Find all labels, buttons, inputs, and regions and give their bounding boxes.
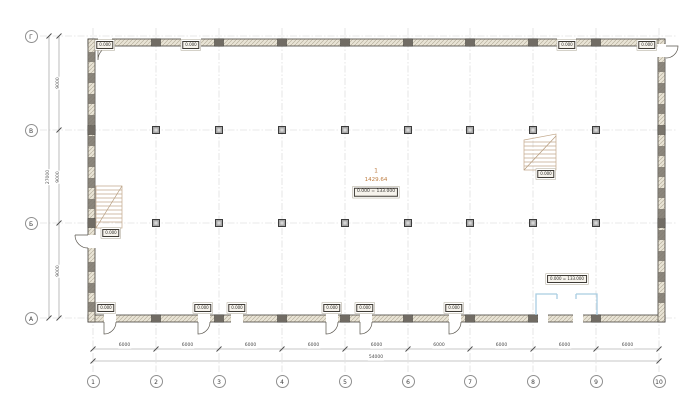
- dim-bay-bottom: 6000: [557, 342, 572, 349]
- elevation-marker[interactable]: 0.000: [182, 40, 200, 49]
- dim-total-bottom: 54000: [367, 354, 385, 361]
- dim-total-left: 27000: [45, 168, 52, 186]
- column-markers: [152, 126, 600, 227]
- grid-lines: [40, 28, 676, 372]
- dimension-ticks: [46, 33, 662, 364]
- elevation-marker[interactable]: 0.000: [97, 304, 115, 312]
- grid-bubble-column-1[interactable]: 1: [86, 374, 100, 388]
- grid-bubble-row-В[interactable]: В: [24, 123, 38, 137]
- grid-bubble-row-Г[interactable]: Г: [24, 29, 38, 43]
- room-tag-level[interactable]: 0.000 = 133.000: [353, 187, 399, 197]
- elevation-marker[interactable]: 0.000: [558, 40, 576, 49]
- dim-bay-bottom: 6000: [369, 342, 384, 349]
- dim-bay-left: 9000: [55, 76, 62, 90]
- dim-bay-bottom: 6000: [306, 342, 321, 349]
- dim-bay-bottom: 6000: [117, 342, 132, 349]
- grid-bubble-column-4[interactable]: 4: [275, 374, 289, 388]
- door-swings: [74, 45, 679, 335]
- grid-bubble-row-Б[interactable]: Б: [24, 216, 38, 230]
- window-spandrels: [88, 52, 665, 312]
- vestibule-outline[interactable]: [535, 293, 598, 315]
- dim-bay-bottom: 6000: [243, 342, 258, 349]
- elevation-marker[interactable]: 0.000: [102, 229, 120, 237]
- elevation-marker[interactable]: 0.000: [96, 40, 114, 49]
- grid-bubble-row-А[interactable]: А: [24, 311, 38, 325]
- dim-bay-left: 9000: [55, 263, 62, 278]
- dim-bay-bottom: 6000: [432, 342, 446, 349]
- grid-bubble-column-2[interactable]: 2: [149, 374, 163, 388]
- dimension-lines: [48, 36, 659, 362]
- grid-bubble-column-3[interactable]: 3: [212, 374, 226, 388]
- room-tag-area[interactable]: 1429.64: [364, 177, 388, 183]
- grid-bubble-column-9[interactable]: 9: [589, 374, 603, 388]
- wall-pilasters: [87, 38, 666, 323]
- elevation-marker[interactable]: 0.000: [445, 304, 463, 312]
- grid-bubble-column-5[interactable]: 5: [338, 374, 352, 388]
- grid-bubble-column-8[interactable]: 8: [526, 374, 540, 388]
- stair-left[interactable]: [95, 185, 123, 229]
- dim-bay-left: 9000: [55, 169, 62, 184]
- vestibule-level-label[interactable]: 0.000 = 133.000: [547, 275, 587, 283]
- grid-bubble-column-6[interactable]: 6: [401, 374, 415, 388]
- grid-bubble-column-10[interactable]: 10: [652, 374, 666, 388]
- elevation-marker[interactable]: 0.000: [537, 169, 555, 178]
- dim-bay-bottom: 6000: [494, 342, 509, 349]
- elevation-marker[interactable]: 0.000: [323, 304, 341, 312]
- room-tag-number[interactable]: 1: [374, 167, 378, 175]
- grid-bubble-column-7[interactable]: 7: [463, 374, 477, 388]
- dim-bay-bottom: 6000: [180, 342, 195, 349]
- elevation-marker[interactable]: 0.000: [638, 40, 656, 49]
- elevation-marker[interactable]: 0.000: [228, 304, 246, 312]
- perimeter-walls: [87, 38, 666, 323]
- stair-right[interactable]: [523, 133, 557, 171]
- dim-bay-bottom: 6000: [620, 342, 635, 349]
- elevation-marker[interactable]: 0.000: [194, 304, 212, 312]
- elevation-marker[interactable]: 0.000: [356, 304, 374, 312]
